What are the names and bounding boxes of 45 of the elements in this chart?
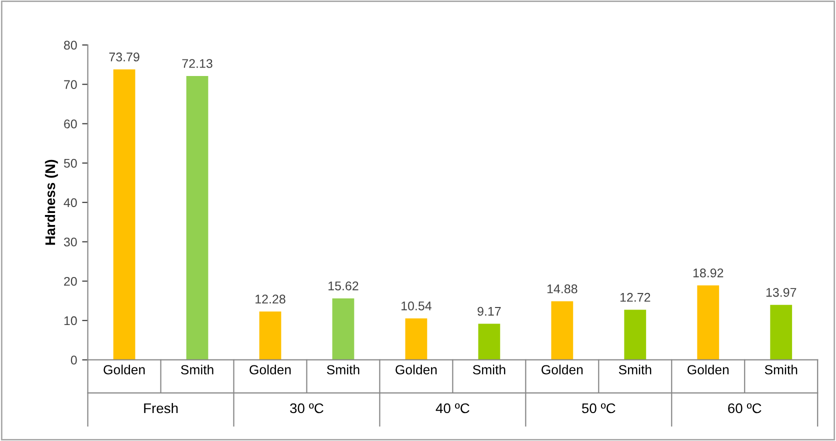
text: 60 ºC [728,403,762,414]
data-label: 10.54 [402,301,432,310]
data-label: 72.13 [182,59,212,68]
data-label: 12.72 [620,292,650,302]
y-tick-label: 10 [64,316,77,326]
x-tick-label: Smith [618,364,652,374]
x-tick-label: Smith [180,364,214,374]
bar [551,301,574,360]
bar [113,69,136,360]
data-label: 15.62 [328,282,358,290]
y-tick-label: 80 [64,40,77,50]
y-tick-label: 30 [64,238,77,246]
x-tick-label: Smith [764,364,798,374]
x-tick-label: Golden [250,364,291,374]
y-tick-label: 60 [64,120,77,128]
y-axis-title: Hardness (N) [44,160,58,245]
data-label: 18.92 [693,268,724,278]
text: 40 ºC [436,403,470,414]
x-tick-label: Golden [542,364,583,374]
bar [259,312,282,360]
text: 50 ºC [582,403,616,414]
x-tick-label: Smith [326,364,360,374]
text: Fresh [144,402,178,414]
x-tick-label: Golden [104,364,145,374]
bar [186,76,208,360]
bar [697,285,720,360]
data-label: 14.88 [547,284,578,294]
data-label: 9.17 [478,306,501,316]
y-tick-label: 20 [64,276,77,286]
y-tick-label: 0 [70,356,77,365]
x-tick-label: Smith [472,364,506,374]
data-label: 73.79 [109,52,140,62]
bar [770,304,792,360]
bar [332,298,354,360]
bar [624,310,646,360]
x-tick-label: Golden [688,364,729,374]
text: 30 ºC [290,403,324,414]
y-tick-label: 50 [64,158,77,168]
data-label: 13.97 [766,288,796,297]
bar [478,324,500,360]
bar [405,318,428,360]
x-tick-label: Golden [396,364,437,374]
y-tick-label: 70 [64,80,77,89]
data-label: 12.28 [256,294,286,304]
y-tick-label: 40 [64,198,77,208]
